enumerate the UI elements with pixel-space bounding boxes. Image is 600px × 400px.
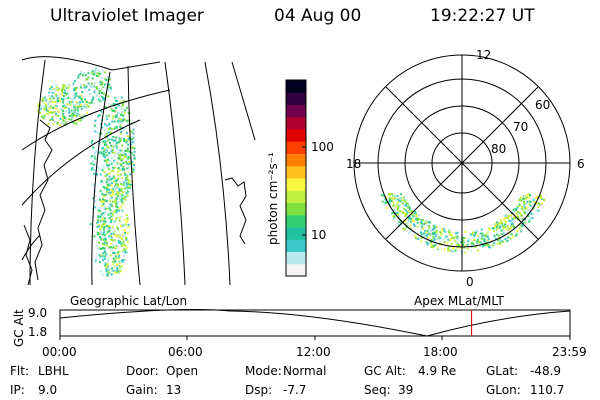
seq-value: 39 [398, 383, 414, 397]
colorbar-cell [286, 80, 306, 93]
gain-value: 13 [166, 383, 182, 397]
lon-line [91, 71, 111, 286]
colorbar-tick-100: 100 [311, 140, 334, 154]
colorbar-cell [286, 129, 306, 142]
colorbar-frame [285, 79, 307, 277]
geo-aurora-emission [37, 67, 136, 277]
filter-label: Flt: [10, 364, 29, 378]
lat-60-label: 60 [535, 98, 551, 112]
colorbar-cell [286, 104, 306, 118]
glat-label: GLat: [486, 364, 519, 378]
coastline [23, 119, 247, 286]
colorbar-cell [286, 165, 306, 179]
dsp-value: -7.7 [283, 383, 307, 397]
mlt-6-label: 6 [577, 157, 585, 171]
ip-label: IP: [10, 383, 25, 397]
gain-label: Gain: [126, 383, 158, 397]
colorbar-cell [286, 141, 306, 154]
xtick-3: 18:00 [423, 345, 458, 359]
altitude-ytick-bottom: 1.8 [28, 325, 48, 339]
x-ticks [59, 336, 571, 340]
altitude-frame [59, 309, 571, 337]
altitude-ytick-top: 9.0 [28, 306, 48, 320]
lon-line [231, 61, 256, 141]
mode-value: Normal [283, 364, 327, 378]
colorbar-cell [286, 190, 306, 203]
colorbar-cell [286, 116, 306, 130]
colorbar-cell [286, 214, 306, 228]
lat-70-label: 70 [513, 120, 529, 134]
polar-grid [353, 54, 571, 272]
glon-label: GLon: [486, 383, 521, 397]
mlt-0-label: 0 [466, 275, 474, 289]
altitude-ylabel: GC Alt [12, 309, 26, 347]
lat-80-label: 80 [491, 142, 507, 156]
lat-line [21, 56, 161, 71]
lon-line [204, 61, 231, 286]
gcalt-label: GC Alt: [364, 364, 406, 378]
lat-line [21, 234, 41, 261]
ip-value: 9.0 [38, 383, 58, 397]
xtick-1: 06:00 [168, 345, 203, 359]
lat-line [21, 119, 141, 206]
colorbar-cell [286, 263, 306, 277]
seq-label: Seq: [364, 383, 391, 397]
door-label: Door: [126, 364, 159, 378]
lon-line [164, 61, 186, 286]
altitude-curve [59, 309, 571, 337]
lon-line [127, 65, 141, 286]
date-label: 04 Aug 00 [274, 6, 362, 26]
glon-value: 110.7 [530, 383, 565, 397]
door-value: Open [166, 364, 199, 378]
lon-line [29, 59, 46, 286]
colorbar-cell [286, 251, 306, 265]
geographic-label: Geographic Lat/Lon [70, 294, 188, 308]
xtick-0: 00:00 [42, 345, 77, 359]
colorbar-cell [286, 227, 306, 240]
meridian-diag [385, 86, 539, 240]
filter-value: LBHL [38, 364, 69, 378]
instrument-title: Ultraviolet Imager [50, 6, 204, 26]
colorbar-cell [286, 92, 306, 105]
colorbar-cell [286, 239, 306, 252]
mlt-18-label: 18 [346, 157, 362, 171]
glat-value: -48.9 [530, 364, 562, 378]
colorbar-gradient [286, 80, 306, 277]
xtick-2: 12:00 [296, 345, 331, 359]
colorbar-cell [286, 153, 306, 167]
dsp-label: Dsp: [245, 383, 273, 397]
colorbar-cell [286, 202, 306, 216]
time-label: 19:22:27 UT [430, 6, 535, 26]
geo-grid [21, 56, 256, 286]
xtick-4: 23:59 [552, 345, 587, 359]
colorbar-cell [286, 178, 306, 191]
mode-label: Mode: [245, 364, 282, 378]
colorbar-tick-10: 10 [311, 228, 327, 242]
mlt-12-label: 12 [476, 48, 492, 62]
gcalt-value: 4.9 Re [418, 364, 457, 378]
apex-label: Apex MLat/MLT [414, 294, 504, 308]
